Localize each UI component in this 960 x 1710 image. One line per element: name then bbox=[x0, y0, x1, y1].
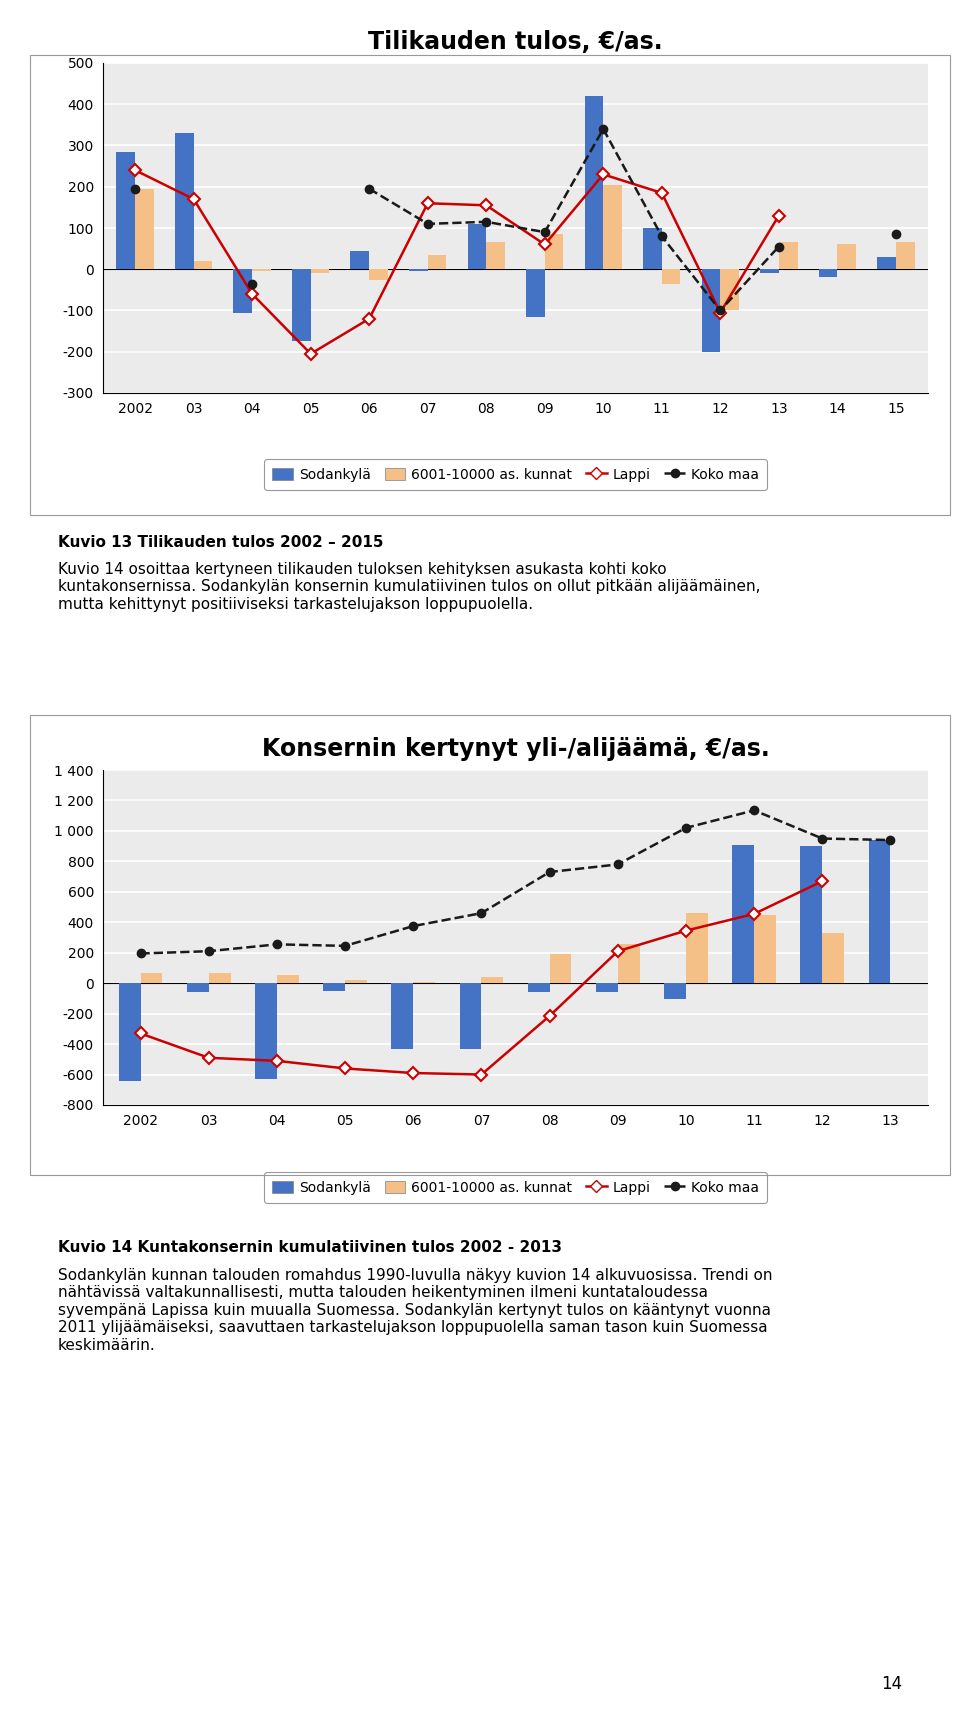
Bar bbox=[544, 234, 564, 268]
Bar bbox=[823, 934, 844, 983]
Bar bbox=[760, 268, 779, 274]
Bar bbox=[487, 243, 505, 268]
Bar bbox=[370, 268, 388, 279]
Bar bbox=[603, 185, 622, 268]
Bar bbox=[779, 243, 798, 268]
Bar bbox=[292, 268, 311, 342]
Title: Konsernin kertynyt yli-/alijäämä, €/as.: Konsernin kertynyt yli-/alijäämä, €/as. bbox=[262, 737, 769, 761]
Bar bbox=[869, 840, 891, 983]
Bar bbox=[468, 224, 487, 268]
Bar bbox=[528, 983, 549, 992]
Bar bbox=[409, 268, 428, 272]
Bar bbox=[720, 268, 739, 311]
Bar bbox=[596, 983, 618, 992]
Bar bbox=[896, 243, 915, 268]
Bar bbox=[119, 983, 140, 1081]
Bar bbox=[686, 913, 708, 983]
Bar bbox=[276, 975, 299, 983]
Bar bbox=[428, 255, 446, 268]
Bar bbox=[755, 915, 776, 983]
Bar bbox=[135, 188, 154, 268]
Bar bbox=[702, 268, 720, 352]
Bar bbox=[140, 973, 162, 983]
Bar bbox=[311, 268, 329, 274]
Bar bbox=[618, 944, 639, 983]
Bar bbox=[526, 268, 544, 316]
Bar bbox=[175, 133, 194, 268]
Bar bbox=[194, 262, 212, 268]
Bar bbox=[255, 983, 276, 1079]
Text: Sodankylän kunnan talouden romahdus 1990-luvulla näkyy kuvion 14 alkuvuosissa. T: Sodankylän kunnan talouden romahdus 1990… bbox=[58, 1269, 773, 1353]
Text: Kuvio 14 Kuntakonsernin kumulatiivinen tulos 2002 - 2013: Kuvio 14 Kuntakonsernin kumulatiivinen t… bbox=[58, 1240, 562, 1255]
Bar bbox=[819, 268, 837, 277]
Legend: Sodankylä, 6001-10000 as. kunnat, Lappi, Koko maa: Sodankylä, 6001-10000 as. kunnat, Lappi,… bbox=[264, 1173, 767, 1202]
Bar bbox=[732, 845, 755, 983]
Bar bbox=[350, 251, 370, 268]
Bar bbox=[252, 268, 271, 272]
Bar bbox=[116, 152, 135, 268]
Bar bbox=[877, 256, 896, 268]
Text: Kuvio 13 Tilikauden tulos 2002 – 2015: Kuvio 13 Tilikauden tulos 2002 – 2015 bbox=[58, 535, 383, 551]
Bar bbox=[661, 268, 681, 284]
Bar bbox=[324, 983, 345, 990]
Bar bbox=[549, 954, 571, 983]
Legend: Sodankylä, 6001-10000 as. kunnat, Lappi, Koko maa: Sodankylä, 6001-10000 as. kunnat, Lappi,… bbox=[264, 460, 767, 491]
Bar bbox=[837, 245, 856, 268]
Bar bbox=[345, 980, 367, 983]
Bar bbox=[585, 96, 603, 268]
Bar bbox=[801, 846, 823, 983]
Bar bbox=[481, 976, 503, 983]
Bar bbox=[187, 983, 208, 992]
Bar bbox=[208, 973, 230, 983]
Title: Tilikauden tulos, €/as.: Tilikauden tulos, €/as. bbox=[369, 31, 662, 55]
Bar bbox=[664, 983, 686, 999]
Bar bbox=[460, 983, 481, 1048]
Bar bbox=[643, 227, 661, 268]
Bar bbox=[392, 983, 413, 1048]
Text: Kuvio 14 osoittaa kertyneen tilikauden tuloksen kehityksen asukasta kohti koko
k: Kuvio 14 osoittaa kertyneen tilikauden t… bbox=[58, 563, 760, 612]
Text: 14: 14 bbox=[881, 1674, 902, 1693]
Bar bbox=[233, 268, 252, 313]
